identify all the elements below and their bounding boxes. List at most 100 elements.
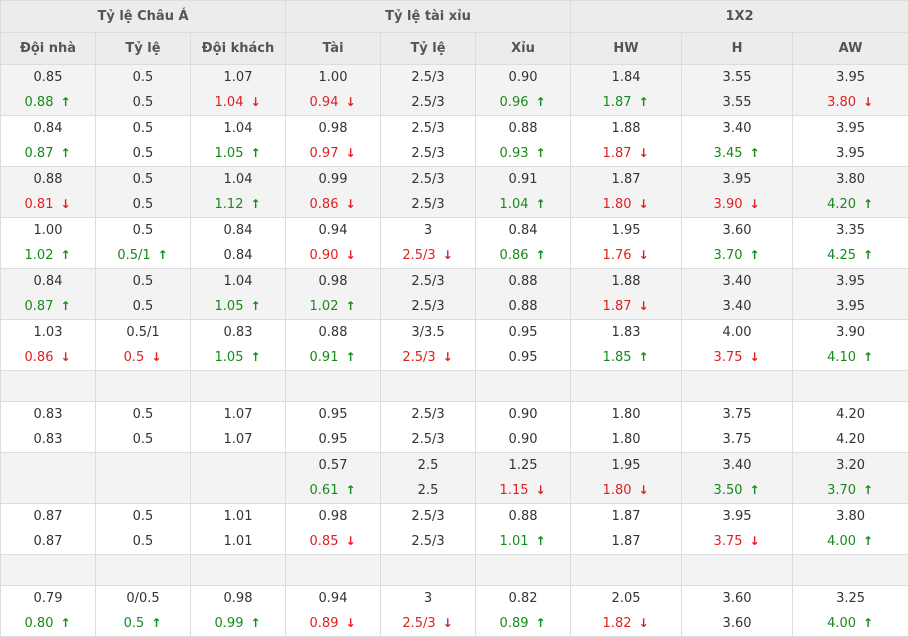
odds-cell-home: 0.88 0.81 ↓ [0, 166, 96, 218]
opening-odds: 2.5/3 [411, 274, 445, 289]
odds-cell-home [0, 554, 96, 586]
current-odds: 0.95 [476, 345, 570, 370]
arrow-up-icon: ↑ [862, 534, 874, 548]
opening-odds: 1.25 [508, 458, 538, 473]
odds-cell-under: 0.91 1.04 ↑ [475, 166, 572, 218]
arrow-up-icon: ↑ [60, 616, 71, 630]
opening-odds: 3.55 [722, 70, 752, 85]
opening-odds: 1.88 [611, 121, 641, 136]
odds-value: 0.85 [309, 534, 339, 549]
current-odds: 1.05 ↑ [191, 294, 285, 319]
arrow-down-icon: ↓ [638, 299, 649, 313]
odds-cell-total-line: 3/3.5 2.5/3 ↓ [380, 319, 477, 371]
arrow-down-icon: ↓ [638, 483, 649, 497]
opening-odds: 2.5/3 [411, 407, 445, 422]
odds-cell-over: 1.00 0.94 ↓ [285, 64, 382, 116]
table-row: 0.84 0.87 ↑ 0.5 0.5 1.04 1.05 ↑ 0.98 0.97 ↓ 2.5/3 2.… [0, 115, 908, 167]
odds-cell-under [475, 370, 572, 402]
odds-value: 1.12 [214, 197, 244, 212]
current-odds: 1.87 ↓ [571, 141, 681, 166]
odds-cell-home [0, 452, 96, 504]
current-odds: 1.02 ↑ [1, 243, 95, 268]
arrow-up-icon: ↑ [345, 483, 356, 497]
current-odds: 3.80 ↓ [793, 90, 908, 115]
opening-odds: 0.5 [132, 509, 154, 524]
odds-cell-aw: 3.95 3.95 [792, 268, 908, 320]
odds-cell-over: 0.88 0.91 ↑ [285, 319, 382, 371]
arrow-up-icon: ↑ [638, 350, 649, 364]
column-header-under: Xỉu [475, 32, 572, 65]
opening-odds: 0.88 [508, 121, 538, 136]
arrow-down-icon: ↓ [442, 616, 453, 630]
current-odds: 0.88 ↑ [1, 90, 95, 115]
opening-odds: 1.95 [611, 458, 641, 473]
odds-cell-hw [570, 370, 683, 402]
arrow-up-icon: ↑ [60, 146, 71, 160]
opening-odds: 0.84 [33, 121, 63, 136]
current-odds: 1.05 ↑ [191, 141, 285, 166]
arrow-up-icon: ↑ [60, 95, 71, 109]
opening-odds: 3 [423, 223, 433, 238]
current-odds: 1.85 ↑ [571, 345, 681, 370]
current-odds: 0.83 [1, 427, 95, 452]
arrow-up-icon: ↑ [250, 616, 261, 630]
opening-odds: 1.04 [223, 172, 253, 187]
arrow-up-icon: ↑ [250, 197, 261, 211]
arrow-down-icon: ↓ [749, 350, 760, 364]
odds-cell-hw: 1.87 1.80 ↓ [570, 166, 683, 218]
odds-value: 0.97 [309, 146, 339, 161]
odds-cell-aw: 4.20 4.20 [792, 401, 908, 453]
odds-value: 1.01 [499, 534, 529, 549]
odds-value: 0.5 [123, 616, 145, 631]
opening-odds: 0.88 [508, 509, 538, 524]
opening-odds: 0.91 [508, 172, 538, 187]
odds-cell-under [475, 554, 572, 586]
odds-cell-handicap: 0.5 0.5 [95, 115, 191, 167]
current-odds: 2.5/3 ↓ [381, 345, 475, 370]
odds-value: 3.75 [713, 534, 743, 549]
column-header-h: H [681, 32, 794, 65]
odds-value: 4.10 [827, 350, 857, 365]
current-odds: 1.04 ↑ [476, 192, 570, 217]
odds-value: 4.20 [836, 432, 866, 447]
odds-cell-total-line: 2.5/3 2.5/3 [380, 503, 477, 555]
odds-cell-total-line: 2.5/3 2.5/3 [380, 115, 477, 167]
opening-odds: 0.94 [318, 591, 348, 606]
opening-odds: 3.95 [722, 509, 752, 524]
odds-cell-home: 1.03 0.86 ↓ [0, 319, 96, 371]
odds-value: 3.75 [722, 432, 752, 447]
odds-cell-away: 1.07 1.04 ↓ [189, 64, 287, 116]
odds-value: 1.76 [602, 248, 632, 263]
odds-cell-h [681, 554, 794, 586]
arrow-up-icon: ↑ [151, 616, 162, 630]
odds-value: 0.88 [24, 95, 54, 110]
odds-value: 0.5 [132, 146, 154, 161]
opening-odds: 4.20 [836, 407, 866, 422]
opening-odds: 3.40 [722, 121, 752, 136]
odds-value: 1.87 [611, 534, 641, 549]
current-odds: 3.90 ↓ [682, 192, 792, 217]
opening-odds: 0/0.5 [126, 591, 160, 606]
table-row: 0.84 0.87 ↑ 0.5 0.5 1.04 1.05 ↑ 0.98 1.02 ↑ 2.5/3 2.… [0, 268, 908, 320]
odds-value: 2.5/3 [402, 616, 436, 631]
odds-cell-home: 0.87 0.87 [0, 503, 96, 555]
odds-value: 1.80 [611, 432, 641, 447]
table-row: 0.88 0.81 ↓ 0.5 0.5 1.04 1.12 ↑ 0.99 0.86 ↓ 2.5/3 2.… [0, 166, 908, 218]
opening-odds: 0.5 [132, 172, 154, 187]
odds-value: 2.5/3 [411, 95, 445, 110]
current-odds: 2.5/3 [381, 141, 475, 166]
arrow-down-icon: ↓ [862, 95, 874, 109]
odds-cell-hw: 1.88 1.87 ↓ [570, 268, 683, 320]
current-odds: 3.75 ↓ [682, 529, 792, 554]
opening-odds: 0.83 [223, 325, 253, 340]
opening-odds: 0.84 [508, 223, 538, 238]
current-odds: 3.70 ↑ [682, 243, 792, 268]
odds-value: 0.96 [499, 95, 529, 110]
opening-odds: 1.04 [223, 274, 253, 289]
opening-odds: 0.98 [223, 591, 253, 606]
arrow-down-icon: ↓ [345, 197, 356, 211]
table-row-separator [0, 554, 908, 586]
odds-cell-home: 0.85 0.88 ↑ [0, 64, 96, 116]
arrow-down-icon: ↓ [151, 350, 162, 364]
opening-odds: 0.90 [508, 70, 538, 85]
